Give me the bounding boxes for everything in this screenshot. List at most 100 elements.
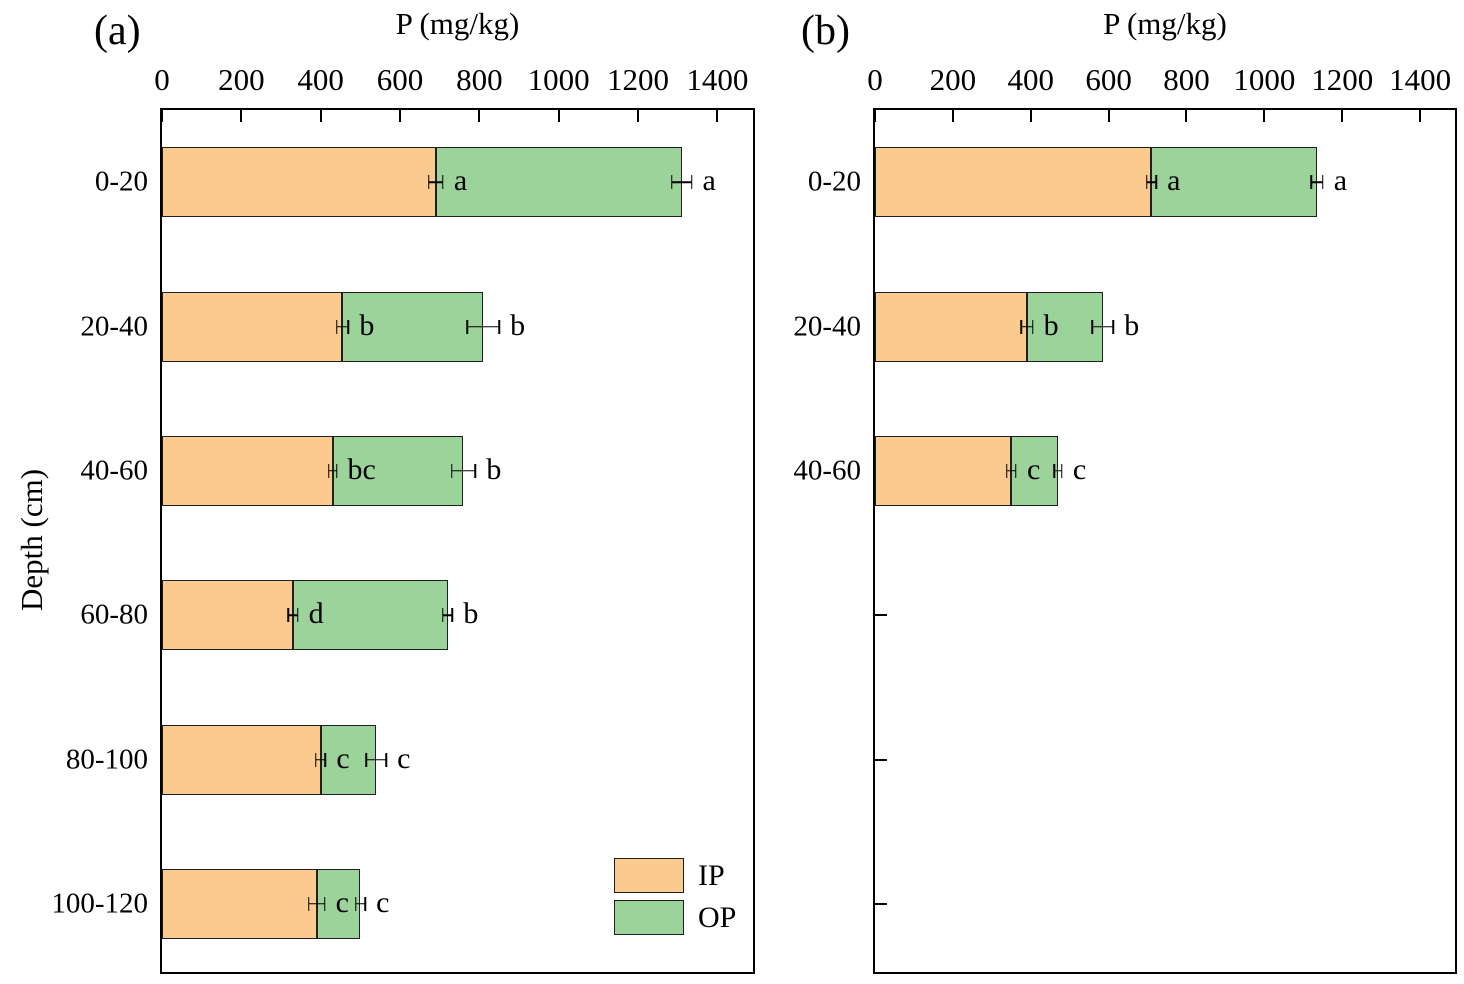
- x-tick-label: 200: [218, 62, 265, 97]
- error-bar-cap: [442, 175, 444, 190]
- x-axis-tick: [951, 110, 954, 122]
- error-bar-line: [288, 614, 298, 616]
- error-bar-line: [467, 325, 500, 328]
- x-tick-label: 1400: [686, 62, 749, 97]
- category-label: 20-40: [793, 310, 861, 342]
- error-bar-line: [336, 325, 349, 328]
- bar-segment-op: [1151, 147, 1317, 218]
- legend-label-op: OP: [698, 901, 737, 934]
- error-bar-cap: [670, 175, 673, 190]
- x-tick-label: 1200: [1311, 62, 1374, 97]
- legend-swatch-ip: [614, 858, 684, 893]
- category-label: 0-20: [94, 165, 148, 198]
- x-tick-label: 1000: [1233, 62, 1296, 97]
- x-axis-tick: [1029, 110, 1032, 122]
- bar-segment-op: [332, 435, 464, 506]
- error-bar-line: [366, 758, 387, 761]
- error-bar-cap: [427, 175, 430, 190]
- bar-segment-op: [435, 147, 682, 218]
- error-bar-cap: [1146, 175, 1148, 190]
- error-bar-cap: [1310, 175, 1312, 190]
- x-axis-tick: [1263, 110, 1266, 122]
- bar-segment-ip: [162, 147, 436, 218]
- error-bar-line: [1021, 325, 1033, 328]
- sig-letter-ip: a: [1167, 163, 1181, 197]
- error-bar-cap: [347, 319, 350, 334]
- sig-letter-total: c: [1072, 452, 1087, 486]
- bar-segment-ip: [875, 147, 1152, 218]
- error-bar-cap: [323, 896, 326, 911]
- error-bar-line: [1092, 325, 1114, 328]
- error-bar-cap: [1053, 463, 1055, 478]
- sig-letter-ip: c: [336, 741, 350, 775]
- x-tick-label: 1400: [1389, 62, 1452, 97]
- error-bar-cap: [308, 896, 310, 911]
- x-axis-tick: [240, 110, 243, 122]
- error-bar-line: [315, 758, 326, 761]
- bar-segment-ip: [162, 435, 333, 506]
- x-tick-label: 800: [1163, 62, 1210, 97]
- error-bar-cap: [1015, 463, 1017, 478]
- x-axis-tick: [716, 110, 719, 122]
- category-label: 60-80: [80, 598, 148, 631]
- error-bar-cap: [1091, 319, 1093, 334]
- error-bar-cap: [451, 608, 454, 623]
- error-bar-line: [308, 903, 325, 905]
- error-bar-line: [442, 614, 453, 616]
- legend-label-ip: IP: [698, 859, 725, 892]
- error-bar-line: [1146, 181, 1157, 183]
- y-axis-tick: [875, 758, 887, 761]
- y-axis-tick: [875, 902, 887, 905]
- x-axis-tick: [161, 110, 163, 122]
- x-axis-tick: [478, 110, 481, 122]
- error-bar-cap: [1321, 175, 1324, 190]
- error-bar-line: [1054, 470, 1062, 472]
- bar-segment-ip: [162, 291, 343, 362]
- error-bar-cap: [1112, 319, 1115, 334]
- sig-letter-total: b: [510, 308, 526, 342]
- error-bar-cap: [1005, 463, 1008, 478]
- error-bar-line: [428, 181, 443, 183]
- sig-letter-total: a: [702, 163, 716, 197]
- x-axis-tick: [1341, 110, 1344, 122]
- error-bar-cap: [287, 608, 289, 623]
- error-bar-line: [1006, 470, 1016, 472]
- x-tick-label: 1200: [607, 62, 669, 97]
- x-tick-label: 600: [376, 62, 424, 97]
- x-tick-label: 200: [929, 62, 977, 97]
- bar-segment-ip: [875, 291, 1027, 362]
- x-axis-tick: [874, 110, 876, 122]
- error-bar-cap: [1020, 319, 1022, 334]
- x-axis-tick: [637, 110, 639, 122]
- x-tick-label: 600: [1085, 62, 1132, 97]
- x-axis-title-panel-b: P (mg/kg): [1103, 6, 1227, 41]
- sig-letter-ip: bc: [347, 452, 376, 486]
- bar-segment-op: [342, 291, 484, 362]
- error-bar-cap: [450, 463, 453, 478]
- error-bar-line: [1311, 181, 1323, 183]
- x-tick-label: 1000: [527, 62, 590, 97]
- x-axis-tick: [1185, 110, 1188, 122]
- bar-segment-ip: [875, 435, 1012, 506]
- x-tick-label: 0: [154, 62, 170, 97]
- sig-letter-ip: d: [308, 596, 324, 630]
- x-axis-tick: [1107, 110, 1110, 122]
- bar-segment-ip: [162, 580, 293, 651]
- error-bar-cap: [365, 752, 368, 767]
- panel-b-label: (b): [801, 8, 850, 54]
- bar-segment-ip: [162, 868, 317, 939]
- sig-letter-ip: a: [453, 163, 468, 197]
- x-axis-tick: [1419, 110, 1422, 122]
- category-label: 20-40: [80, 310, 148, 342]
- category-label: 40-60: [80, 454, 148, 487]
- sig-letter-total: b: [1124, 308, 1140, 342]
- error-bar-cap: [354, 896, 357, 911]
- x-tick-label: 0: [867, 62, 883, 97]
- error-bar-line: [355, 903, 366, 905]
- error-bar-cap: [335, 319, 338, 334]
- legend-swatch-op: [614, 900, 684, 935]
- error-bar-line: [451, 470, 476, 472]
- panel-a-label: (a): [94, 8, 141, 54]
- category-label: 100-120: [51, 887, 148, 920]
